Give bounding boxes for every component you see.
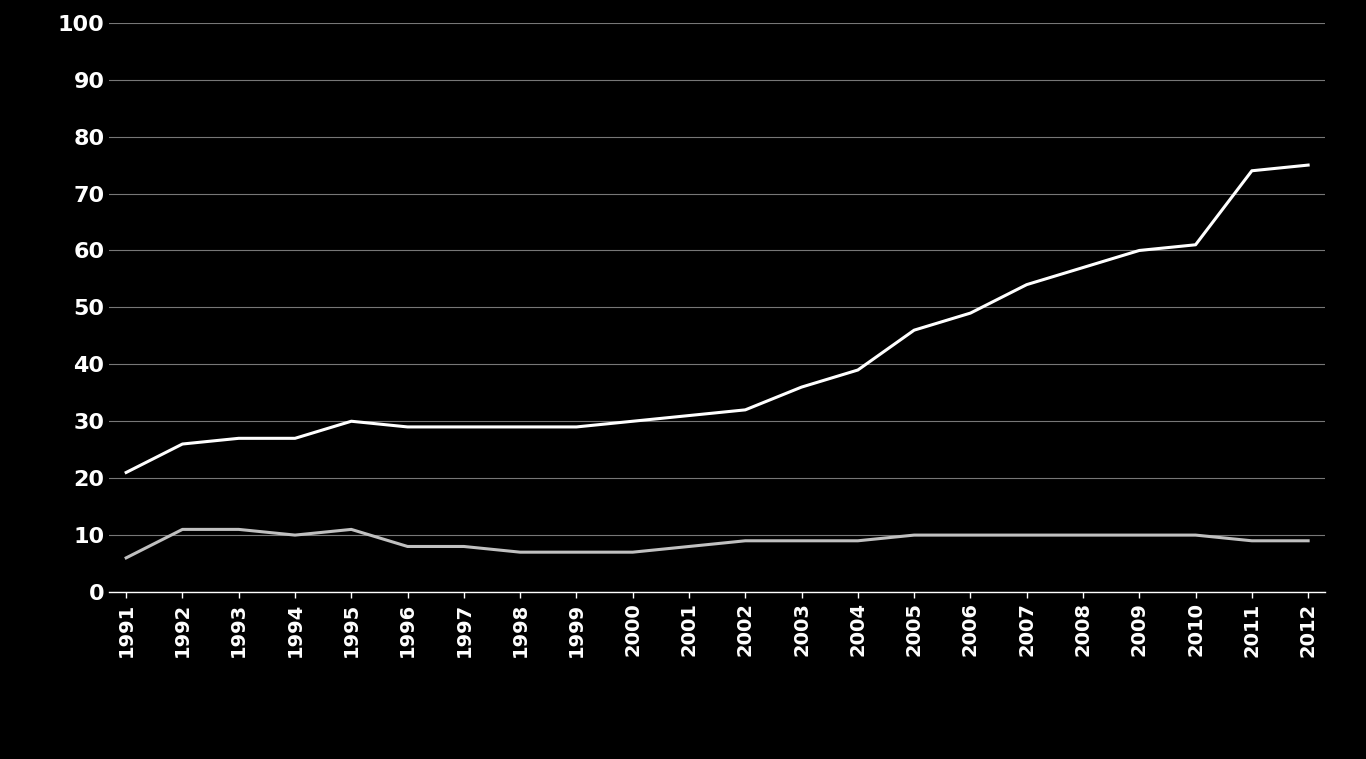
13–17-v	[906, 531, 922, 540]
0–12-v	[1019, 280, 1035, 289]
0–12-v	[962, 308, 978, 317]
0–12-v	[343, 417, 359, 426]
0–12-v	[1243, 166, 1259, 175]
13–17-v	[231, 525, 247, 534]
13–17-v	[1075, 531, 1091, 540]
13–17-v	[343, 525, 359, 534]
13–17-v	[1300, 536, 1317, 545]
0–12-v	[568, 422, 585, 431]
13–17-v	[399, 542, 415, 551]
Legend: 0–12-v, 13–17-v: 0–12-v, 13–17-v	[514, 754, 921, 759]
0–12-v	[624, 417, 641, 426]
13–17-v	[175, 525, 191, 534]
0–12-v	[399, 422, 415, 431]
13–17-v	[512, 548, 529, 557]
0–12-v	[287, 433, 303, 442]
Line: 0–12-v: 0–12-v	[126, 165, 1309, 472]
13–17-v	[794, 536, 810, 545]
0–12-v	[231, 433, 247, 442]
13–17-v	[1131, 531, 1147, 540]
13–17-v	[117, 553, 134, 562]
13–17-v	[287, 531, 303, 540]
0–12-v	[456, 422, 473, 431]
13–17-v	[624, 548, 641, 557]
13–17-v	[850, 536, 866, 545]
Line: 13–17-v: 13–17-v	[126, 530, 1309, 558]
13–17-v	[962, 531, 978, 540]
13–17-v	[568, 548, 585, 557]
13–17-v	[456, 542, 473, 551]
0–12-v	[906, 326, 922, 335]
13–17-v	[680, 542, 697, 551]
13–17-v	[1019, 531, 1035, 540]
0–12-v	[1187, 240, 1203, 249]
0–12-v	[738, 405, 754, 414]
13–17-v	[1243, 536, 1259, 545]
0–12-v	[850, 366, 866, 375]
0–12-v	[175, 439, 191, 449]
0–12-v	[117, 468, 134, 477]
0–12-v	[680, 411, 697, 420]
0–12-v	[512, 422, 529, 431]
0–12-v	[794, 383, 810, 392]
0–12-v	[1075, 263, 1091, 272]
0–12-v	[1131, 246, 1147, 255]
0–12-v	[1300, 160, 1317, 169]
13–17-v	[738, 536, 754, 545]
13–17-v	[1187, 531, 1203, 540]
